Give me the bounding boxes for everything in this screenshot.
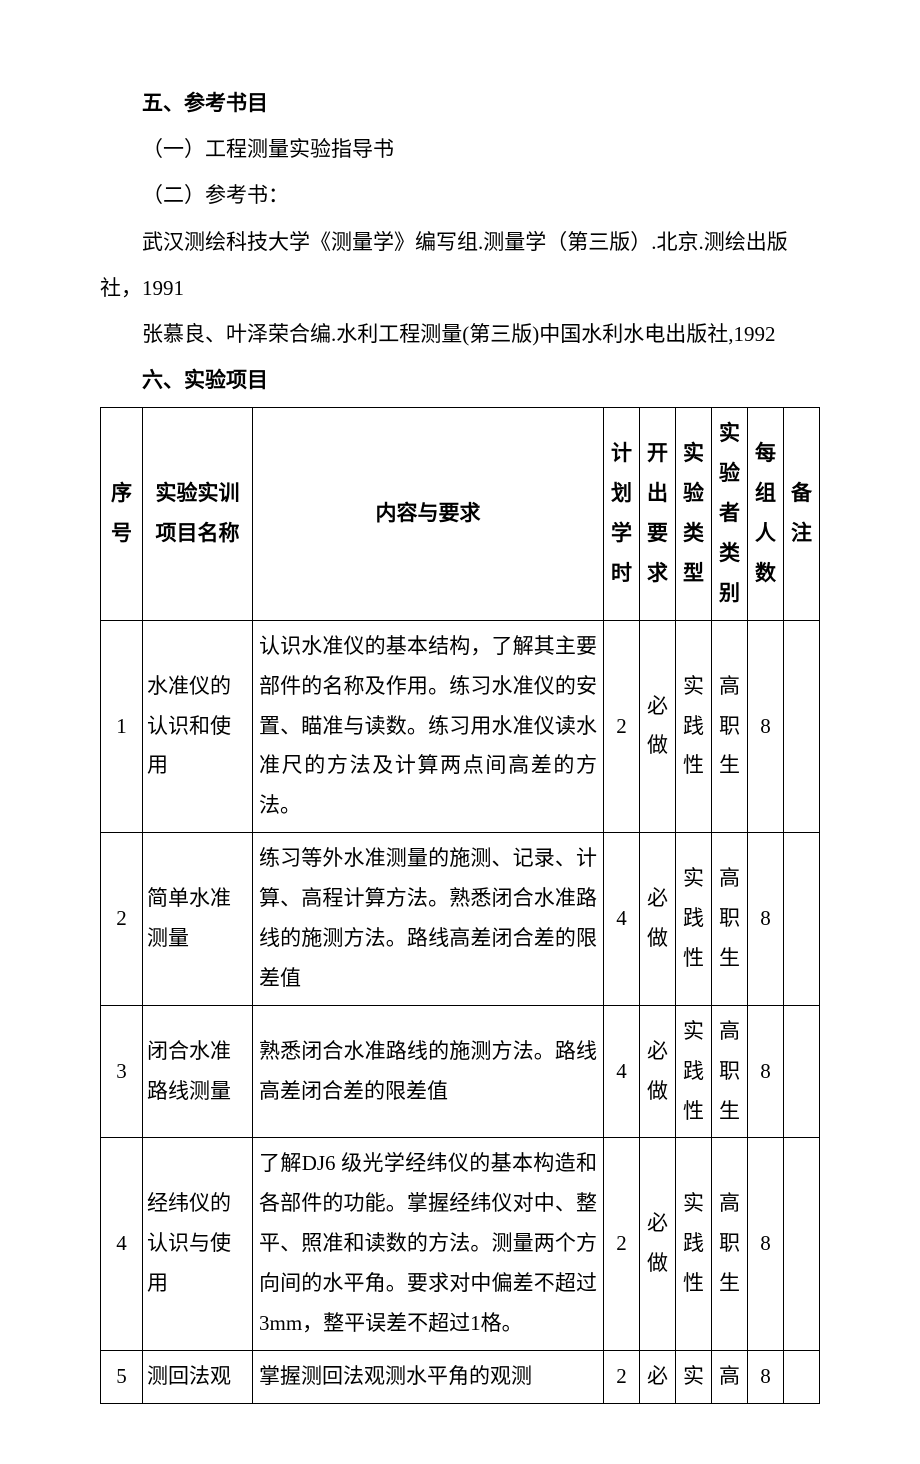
header-hours: 计划学时 [604,408,640,620]
table-row: 5 测回法观 掌握测回法观测水平角的观测 2 必 实 高 8 [101,1350,820,1403]
cell-groupsize: 8 [748,1005,784,1138]
header-requirement: 开出要求 [640,408,676,620]
cell-seq: 4 [101,1138,143,1350]
table-row: 4 经纬仪的认识与使用 了解DJ6 级光学经纬仪的基本构造和各部件的功能。掌握经… [101,1138,820,1350]
cell-role: 高职生 [712,833,748,1006]
section5-ref2: 张慕良、叶泽荣合编.水利工程测量(第三版)中国水利水电出版社,1992 [100,311,820,357]
cell-type: 实践性 [676,1005,712,1138]
cell-type: 实践性 [676,833,712,1006]
cell-seq: 2 [101,833,143,1006]
cell-note [784,620,820,832]
cell-seq: 5 [101,1350,143,1403]
table-row: 3 闭合水准路线测量 熟悉闭合水准路线的施测方法。路线高差闭合差的限差值 4 必… [101,1005,820,1138]
cell-requirement: 必做 [640,620,676,832]
section5-item2: （二）参考书： [100,172,820,218]
header-groupsize: 每组人数 [748,408,784,620]
cell-type: 实践性 [676,1138,712,1350]
cell-groupsize: 8 [748,620,784,832]
cell-type: 实践性 [676,620,712,832]
header-note: 备注 [784,408,820,620]
cell-hours: 2 [604,620,640,832]
cell-hours: 4 [604,1005,640,1138]
cell-groupsize: 8 [748,1138,784,1350]
cell-role: 高职生 [712,1005,748,1138]
header-type: 实验类型 [676,408,712,620]
cell-hours: 2 [604,1138,640,1350]
cell-note [784,1138,820,1350]
cell-type: 实 [676,1350,712,1403]
header-seq: 序号 [101,408,143,620]
cell-requirement: 必做 [640,833,676,1006]
cell-groupsize: 8 [748,833,784,1006]
cell-note [784,1005,820,1138]
table-header-row: 序号 实验实训项目名称 内容与要求 计划学时 开出要求 实验类型 实验者类别 每… [101,408,820,620]
cell-seq: 1 [101,620,143,832]
cell-role: 高职生 [712,620,748,832]
cell-name: 闭合水准路线测量 [143,1005,253,1138]
cell-requirement: 必做 [640,1138,676,1350]
cell-hours: 2 [604,1350,640,1403]
table-row: 2 简单水准测量 练习等外水准测量的施测、记录、计算、高程计算方法。熟悉闭合水准… [101,833,820,1006]
cell-note [784,1350,820,1403]
cell-content: 练习等外水准测量的施测、记录、计算、高程计算方法。熟悉闭合水准路线的施测方法。路… [253,833,604,1006]
cell-seq: 3 [101,1005,143,1138]
cell-name: 简单水准测量 [143,833,253,1006]
section6-heading: 六、实验项目 [100,357,820,403]
header-name: 实验实训项目名称 [143,408,253,620]
section5-item1: （一）工程测量实验指导书 [100,126,820,172]
section5-ref1: 武汉测绘科技大学《测量学》编写组.测量学（第三版）.北京.测绘出版社，1991 [100,219,820,311]
cell-content: 掌握测回法观测水平角的观测 [253,1350,604,1403]
experiment-table: 序号 实验实训项目名称 内容与要求 计划学时 开出要求 实验类型 实验者类别 每… [100,407,820,1403]
cell-role: 高 [712,1350,748,1403]
cell-name: 经纬仪的认识与使用 [143,1138,253,1350]
cell-content: 认识水准仪的基本结构，了解其主要部件的名称及作用。练习水准仪的安置、瞄准与读数。… [253,620,604,832]
header-content: 内容与要求 [253,408,604,620]
table-row: 1 水准仪的认识和使用 认识水准仪的基本结构，了解其主要部件的名称及作用。练习水… [101,620,820,832]
cell-role: 高职生 [712,1138,748,1350]
section5-heading: 五、参考书目 [100,80,820,126]
cell-content: 熟悉闭合水准路线的施测方法。路线高差闭合差的限差值 [253,1005,604,1138]
cell-requirement: 必 [640,1350,676,1403]
header-role: 实验者类别 [712,408,748,620]
cell-hours: 4 [604,833,640,1006]
cell-name: 水准仪的认识和使用 [143,620,253,832]
cell-name: 测回法观 [143,1350,253,1403]
document-page: 五、参考书目 （一）工程测量实验指导书 （二）参考书： 武汉测绘科技大学《测量学… [0,0,920,1464]
cell-groupsize: 8 [748,1350,784,1403]
cell-requirement: 必做 [640,1005,676,1138]
cell-content: 了解DJ6 级光学经纬仪的基本构造和各部件的功能。掌握经纬仪对中、整平、照准和读… [253,1138,604,1350]
cell-note [784,833,820,1006]
